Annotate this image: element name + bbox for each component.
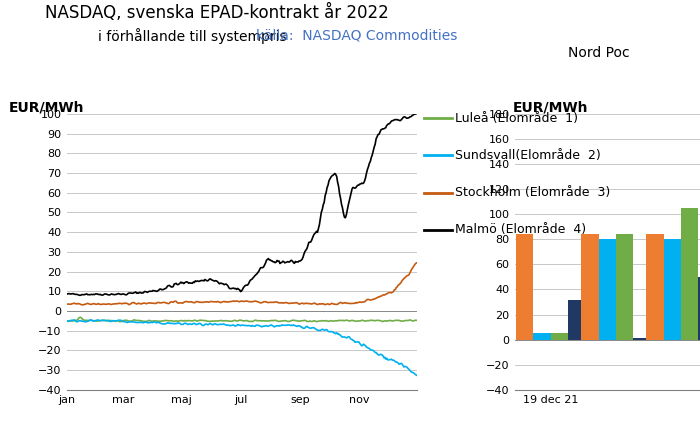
Line: Sundsvall(Elområde  2): Sundsvall(Elområde 2) [66,320,416,375]
Luleå (Elområde  1) [117,319,125,324]
Malmö (Elområde  4) [160,287,168,292]
Sundsvall(Elområde  2) [137,320,146,325]
Bar [681,208,699,339]
Luleå (Elområde  1) [139,318,147,324]
Stockholm (Elområde  3) [137,301,146,307]
Luleå (Elområde  1) [206,319,214,324]
Sundsvall(Elområde  2) [203,321,211,327]
Bar [699,277,700,339]
Bar [568,300,585,339]
Stockholm (Elområde  3) [160,300,168,305]
Bar [581,234,598,339]
Luleå (Elområde  1) [364,318,372,323]
Malmö (Elområde  4) [203,278,211,283]
Stockholm (Elområde  3) [62,302,71,307]
Luleå (Elområde  1) [412,318,421,323]
Sundsvall(Elområde  2) [397,361,405,366]
Stockholm (Elområde  3) [363,297,372,302]
Sundsvall(Elområde  2) [70,317,78,322]
Luleå (Elområde  1) [62,318,71,324]
Text: Stockholm (Elområde  3): Stockholm (Elområde 3) [455,186,610,199]
Text: Sundsvall(Elområde  2): Sundsvall(Elområde 2) [455,149,601,162]
Bar [616,234,634,339]
Text: Malmö (Elområde  4): Malmö (Elområde 4) [455,223,586,237]
Sundsvall(Elområde  2) [204,321,213,327]
Luleå (Elområde  1) [204,318,212,324]
Sundsvall(Elområde  2) [412,373,421,378]
Malmö (Elområde  4) [76,293,84,298]
Stockholm (Elområde  3) [397,280,405,285]
Malmö (Elområde  4) [412,111,421,116]
Stockholm (Elområde  3) [78,302,86,307]
Text: EUR/MWh: EUR/MWh [8,101,84,115]
Sundsvall(Elområde  2) [363,345,372,350]
Sundsvall(Elområde  2) [62,318,71,324]
Bar [598,239,616,339]
Bar [664,239,681,339]
Luleå (Elområde  1) [398,318,406,324]
Stockholm (Elområde  3) [412,260,421,265]
Text: Luleå (Elområde  1): Luleå (Elområde 1) [455,112,578,125]
Line: Luleå (Elområde  1): Luleå (Elområde 1) [66,318,416,321]
Malmö (Elområde  4) [397,117,405,123]
Luleå (Elområde  1) [76,315,84,320]
Text: källa:  NASDAQ Commodities: källa: NASDAQ Commodities [256,28,457,42]
Bar [646,234,664,339]
Bar [533,333,551,339]
Line: Malmö (Elområde  4): Malmö (Elområde 4) [66,113,416,295]
Stockholm (Elområde  3) [204,300,213,305]
Text: Nord Poc: Nord Poc [568,46,629,60]
Luleå (Elområde  1) [160,318,169,323]
Malmö (Elområde  4) [62,291,71,297]
Malmö (Elområde  4) [137,290,146,296]
Text: NASDAQ, svenska EPAD-kontrakt år 2022: NASDAQ, svenska EPAD-kontrakt år 2022 [45,4,389,22]
Sundsvall(Elområde  2) [160,321,168,327]
Line: Stockholm (Elområde  3): Stockholm (Elområde 3) [66,263,416,305]
Malmö (Elområde  4) [204,277,213,283]
Text: EUR/MWh: EUR/MWh [513,101,589,115]
Bar [551,333,568,339]
Text: i förhållande till systempris: i förhållande till systempris [98,28,286,44]
Bar [516,234,533,339]
Stockholm (Elområde  3) [203,299,211,304]
Malmö (Elområde  4) [363,167,372,172]
